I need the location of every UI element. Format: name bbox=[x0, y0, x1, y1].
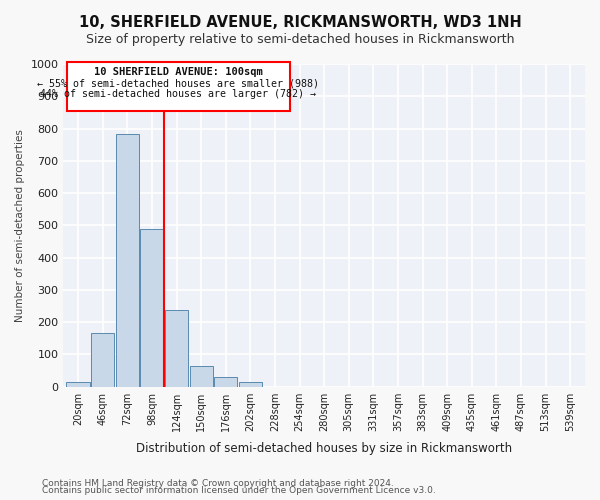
Bar bbox=[140, 228, 164, 386]
Bar bbox=[67, 382, 90, 386]
Bar bbox=[116, 134, 139, 386]
Text: Contains HM Land Registry data © Crown copyright and database right 2024.: Contains HM Land Registry data © Crown c… bbox=[42, 478, 394, 488]
Text: 10 SHERFIELD AVENUE: 100sqm: 10 SHERFIELD AVENUE: 100sqm bbox=[94, 67, 263, 77]
FancyBboxPatch shape bbox=[67, 62, 290, 111]
Text: ← 55% of semi-detached houses are smaller (988): ← 55% of semi-detached houses are smalle… bbox=[37, 78, 319, 88]
Y-axis label: Number of semi-detached properties: Number of semi-detached properties bbox=[15, 129, 25, 322]
X-axis label: Distribution of semi-detached houses by size in Rickmansworth: Distribution of semi-detached houses by … bbox=[136, 442, 512, 455]
Text: 10, SHERFIELD AVENUE, RICKMANSWORTH, WD3 1NH: 10, SHERFIELD AVENUE, RICKMANSWORTH, WD3… bbox=[79, 15, 521, 30]
Bar bbox=[214, 377, 238, 386]
Text: 44% of semi-detached houses are larger (782) →: 44% of semi-detached houses are larger (… bbox=[40, 89, 316, 99]
Bar bbox=[239, 382, 262, 386]
Bar bbox=[165, 310, 188, 386]
Bar bbox=[91, 334, 115, 386]
Bar bbox=[190, 366, 213, 386]
Text: Size of property relative to semi-detached houses in Rickmansworth: Size of property relative to semi-detach… bbox=[86, 32, 514, 46]
Text: Contains public sector information licensed under the Open Government Licence v3: Contains public sector information licen… bbox=[42, 486, 436, 495]
